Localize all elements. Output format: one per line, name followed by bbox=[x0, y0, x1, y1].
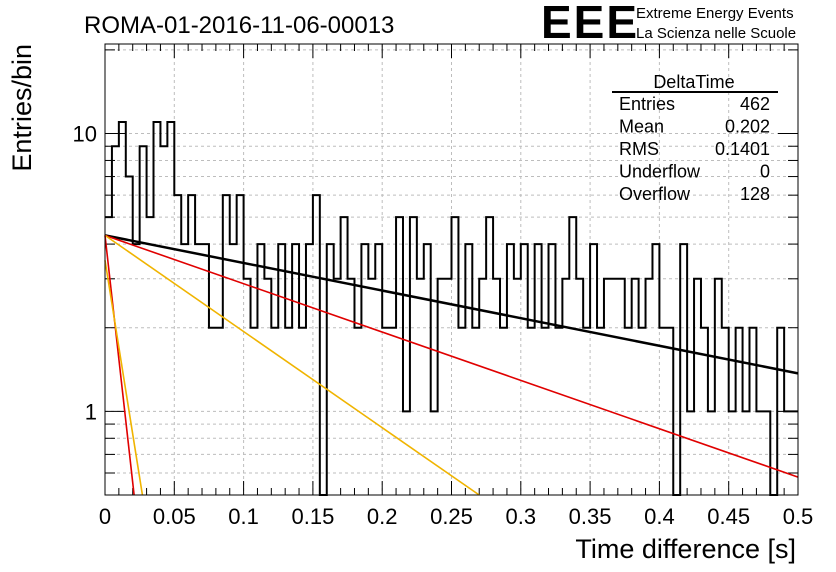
stats-value: 0.1401 bbox=[715, 139, 770, 159]
y-axis-label: Entries/bin bbox=[7, 44, 37, 172]
x-tick-label: 0.4 bbox=[644, 504, 675, 529]
histogram-outline bbox=[105, 121, 798, 496]
x-tick-label: 0.45 bbox=[707, 504, 750, 529]
fit-line-5 bbox=[104, 260, 144, 496]
fit-line-2 bbox=[104, 234, 799, 478]
stats-label: Entries bbox=[619, 94, 675, 114]
stats-label: Mean bbox=[619, 117, 664, 137]
x-tick-label: 0.15 bbox=[291, 504, 334, 529]
x-tick-label: 0.3 bbox=[506, 504, 537, 529]
stats-value: 462 bbox=[740, 94, 770, 114]
x-tick-label: 0.2 bbox=[367, 504, 398, 529]
x-tick-label: 0.5 bbox=[783, 504, 814, 529]
stats-value: 0.202 bbox=[725, 117, 770, 137]
eee-logo: EEE Extreme Energy Events La Scienza nel… bbox=[541, 0, 796, 48]
y-tick-label: 1 bbox=[85, 399, 97, 424]
stats-box: DeltaTime Entries 462 Mean 0.202 RMS 0.1401 Un… bbox=[612, 72, 778, 204]
eee-logo-line2: La Scienza nelle Scuole bbox=[636, 25, 796, 42]
data-series bbox=[104, 121, 799, 496]
y-tick-label: 10 bbox=[73, 122, 97, 147]
x-tick-label: 0.35 bbox=[569, 504, 612, 529]
x-tick-label: 0 bbox=[99, 504, 111, 529]
stats-label: Underflow bbox=[619, 162, 701, 182]
eee-logo-mark: EEE bbox=[541, 0, 639, 48]
x-tick-label: 0.05 bbox=[153, 504, 196, 529]
eee-logo-line1: Extreme Energy Events bbox=[636, 5, 794, 22]
x-tick-label: 0.1 bbox=[228, 504, 259, 529]
x-axis-label: Time difference [s] bbox=[575, 534, 796, 564]
run-title: ROMA-01-2016-11-06-00013 bbox=[84, 12, 394, 39]
stats-value: 128 bbox=[740, 184, 770, 204]
grid-lines bbox=[105, 44, 798, 496]
stats-label: RMS bbox=[619, 139, 659, 159]
stats-label: Overflow bbox=[619, 184, 691, 204]
fit-line-4 bbox=[104, 235, 135, 496]
plot-frame bbox=[104, 43, 799, 496]
x-tick-label: 0.25 bbox=[430, 504, 473, 529]
fit-line-1 bbox=[104, 234, 799, 375]
stats-value: 0 bbox=[760, 162, 770, 182]
stats-box-title: DeltaTime bbox=[653, 72, 734, 92]
tick-labels: 0 0.05 0.1 0.15 0.2 0.25 0.3 0.35 0.4 0.45 0.5 1 10 bbox=[73, 122, 814, 529]
fit-line-3 bbox=[104, 234, 480, 496]
